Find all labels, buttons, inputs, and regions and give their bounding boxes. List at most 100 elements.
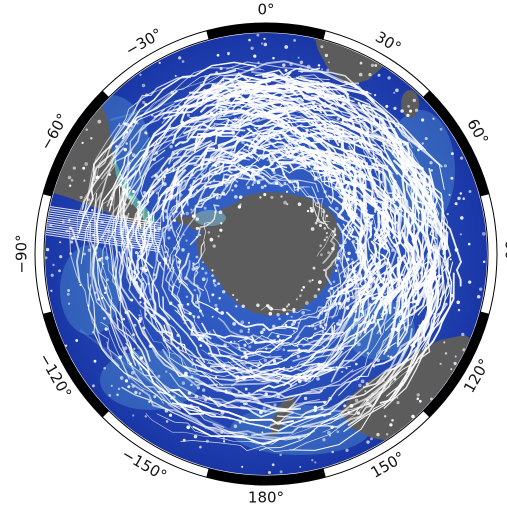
drifter-point: [259, 410, 263, 415]
drifter-point: [314, 461, 317, 464]
drifter-point: [349, 197, 353, 201]
drifter-track: [262, 74, 346, 109]
drifter-point: [259, 196, 262, 199]
drifter-point: [312, 266, 316, 270]
drifter-point: [358, 72, 363, 77]
drifter-point: [173, 246, 177, 250]
drifter-track: [351, 242, 363, 280]
drifter-point: [292, 330, 296, 333]
drifter-point: [321, 68, 324, 71]
drifter-point: [157, 374, 161, 378]
drifter-point: [359, 61, 363, 65]
drifter-track: [98, 76, 191, 169]
drifter-point: [154, 151, 159, 155]
drifter-track: [240, 165, 288, 174]
drifter-point: [439, 127, 443, 131]
drifter-track: [45, 230, 161, 250]
drifter-point: [389, 355, 393, 359]
drifter-point: [123, 203, 127, 206]
drifter-point: [81, 141, 84, 145]
drifter-point: [374, 167, 378, 172]
drifter-point: [232, 293, 235, 297]
drifter-track: [419, 207, 445, 360]
drifter-point: [216, 195, 219, 199]
drifter-point: [319, 320, 322, 324]
drifter-point: [52, 263, 55, 267]
drifter-point: [165, 168, 169, 172]
drifter-point: [285, 190, 289, 193]
drifter-point: [223, 343, 227, 347]
drifter-point: [214, 307, 219, 311]
drifter-point: [82, 166, 86, 170]
drifter-point: [199, 445, 202, 449]
drifter-point: [203, 121, 206, 124]
drifter-point: [335, 365, 338, 369]
drifter-point: [374, 247, 378, 251]
drifter-track: [405, 219, 424, 268]
drifter-point: [212, 244, 216, 248]
drifter-point: [203, 206, 207, 210]
drifter-point: [365, 90, 369, 94]
drifter-point: [235, 298, 239, 301]
drifter-point: [217, 282, 220, 286]
drifter-point: [397, 125, 400, 128]
drifter-point: [148, 400, 151, 403]
drifter-point: [278, 338, 281, 341]
drifter-point: [59, 241, 62, 244]
drifter-track: [277, 107, 373, 178]
drifter-track: [201, 349, 231, 366]
drifter-point: [418, 174, 422, 178]
drifter-track: [380, 267, 395, 318]
drifter-point: [359, 309, 364, 314]
drifter-point: [251, 183, 254, 186]
drifter-point: [383, 204, 386, 207]
drifter-point: [138, 392, 142, 395]
drifter-point: [377, 220, 380, 224]
drifter-point: [129, 124, 133, 128]
drifter-point: [306, 64, 311, 69]
drifter-track: [175, 94, 230, 111]
drifter-point: [411, 274, 415, 278]
drifter-track: [217, 317, 300, 350]
drifter-point: [133, 119, 137, 124]
drifter-point: [250, 46, 254, 50]
drifter-point: [215, 71, 219, 75]
drifter-point: [383, 292, 387, 295]
drifter-point: [141, 389, 144, 392]
drifter-point: [394, 327, 399, 332]
drifter-point: [248, 345, 252, 349]
drifter-point: [443, 341, 446, 344]
drifter-point: [431, 269, 435, 273]
drifter-point: [237, 390, 241, 394]
drifter-point: [109, 197, 113, 201]
drifter-point: [354, 362, 358, 366]
drifter-track: [441, 218, 463, 287]
drifter-track: [121, 61, 257, 140]
drifter-track: [385, 126, 427, 179]
drifter-point: [129, 362, 133, 366]
drifter-track: [362, 103, 411, 156]
drifter-point: [300, 289, 303, 292]
drifter-point: [366, 440, 370, 444]
drifter-point: [289, 62, 293, 66]
drifter-point: [364, 390, 367, 393]
drifter-point: [120, 214, 124, 217]
drifter-point: [331, 247, 335, 251]
drifter-point: [360, 379, 365, 384]
drifter-point: [297, 348, 301, 351]
drifter-point: [344, 274, 348, 278]
drifter-point: [175, 151, 179, 155]
drifter-track: [324, 222, 345, 286]
drifter-point: [139, 367, 142, 371]
drifter-point: [124, 310, 129, 315]
drifter-point: [133, 271, 137, 275]
drifter-point: [335, 85, 338, 88]
drifter-point: [168, 226, 172, 230]
drifter-point: [164, 261, 168, 265]
drifter-point: [286, 139, 291, 143]
drifter-point: [416, 393, 420, 397]
drifter-point: [358, 244, 363, 249]
drifter-point: [93, 291, 97, 295]
drifter-point: [157, 178, 160, 182]
drifter-point: [319, 90, 323, 94]
